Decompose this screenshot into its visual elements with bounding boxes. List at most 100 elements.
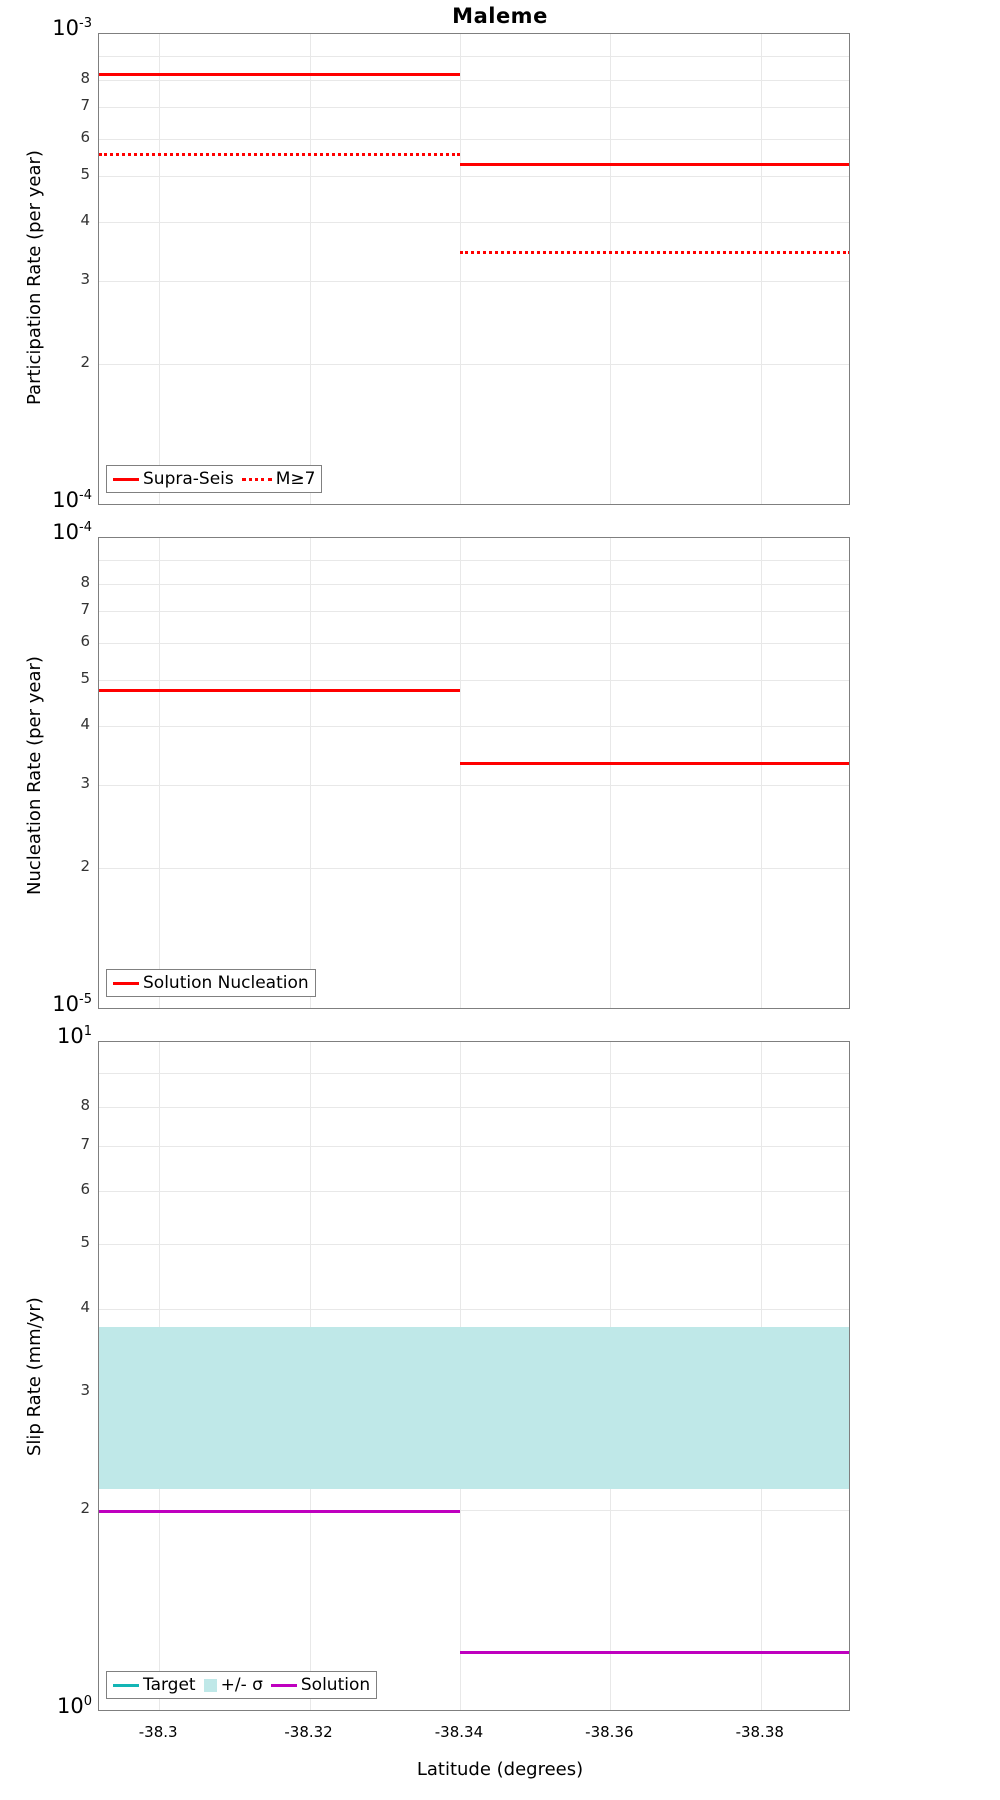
legend-swatch-dotted-red <box>241 477 272 481</box>
gridline-horizontal <box>99 784 849 786</box>
x-axis-tick-label: -38.34 <box>434 1723 484 1741</box>
legend-swatch-solid-red <box>113 981 139 985</box>
gridline-horizontal <box>99 1072 849 1074</box>
data-series-segment <box>99 1510 460 1514</box>
y-axis-label: Nucleation Rate (per year) <box>24 656 45 896</box>
y-axis-tick-label: 7 <box>80 1134 90 1153</box>
legend-item-supra-seis[interactable]: Supra-Seis <box>113 469 234 489</box>
gridline-vertical <box>760 538 762 1008</box>
y-axis-tick-label: 6 <box>80 127 90 146</box>
gridline-horizontal <box>99 363 849 365</box>
y-axis-tick-label: 7 <box>80 96 90 115</box>
uncertainty-band <box>99 1327 849 1490</box>
gridline-horizontal <box>99 138 849 140</box>
y-axis-tick-label: 6 <box>80 1179 90 1198</box>
gridline-vertical <box>309 34 311 504</box>
gridline-horizontal <box>99 1145 849 1147</box>
y-axis-tick-label: 4 <box>80 1297 90 1316</box>
x-axis-label: Latitude (degrees) <box>416 1759 584 1780</box>
legend-label-solution-nucleation: Solution Nucleation <box>143 973 309 993</box>
data-series-segment <box>459 250 849 254</box>
legend-slip-rate[interactable]: Target +/- σ Solution <box>106 1671 378 1699</box>
legend-participation-rate[interactable]: Supra-Seis M≥7 <box>106 465 323 493</box>
legend-label-target: Target <box>143 1675 196 1695</box>
legend-item-m7[interactable]: M≥7 <box>241 469 316 489</box>
legend-label-m7: M≥7 <box>275 469 316 489</box>
y-axis-tick-label: 6 <box>80 631 90 650</box>
y-axis-min-label: 10-5 <box>52 992 92 1016</box>
y-axis-min-label: 10-4 <box>52 488 92 512</box>
page-title: Maleme <box>452 4 548 28</box>
gridline-horizontal <box>99 176 849 178</box>
data-series-segment <box>99 73 460 77</box>
gridline-horizontal <box>99 725 849 727</box>
legend-item-target[interactable]: Target <box>113 1675 196 1695</box>
gridline-horizontal <box>99 1106 849 1108</box>
y-axis-tick-label: 5 <box>80 165 90 184</box>
y-axis-max-label: 10-4 <box>52 520 92 544</box>
data-series-segment <box>99 153 460 157</box>
y-axis-tick-label: 5 <box>80 669 90 688</box>
gridline-horizontal <box>99 107 849 109</box>
data-series-segment <box>99 689 460 692</box>
gridline-horizontal <box>99 559 849 561</box>
gridline-horizontal <box>99 583 849 585</box>
plot-panel-slip-rate[interactable] <box>98 1041 850 1711</box>
y-axis-tick-label: 5 <box>80 1232 90 1251</box>
y-axis-tick-label: 3 <box>80 1381 90 1400</box>
gridline-horizontal <box>99 642 849 644</box>
legend-label-solution: Solution <box>300 1675 371 1695</box>
gridline-horizontal <box>99 55 849 57</box>
y-axis-tick-label: 8 <box>80 1095 90 1114</box>
y-axis-tick-label: 4 <box>80 714 90 733</box>
gridline-horizontal <box>99 1190 849 1192</box>
x-axis-tick-label: -38.32 <box>284 1723 333 1741</box>
y-axis-min-label: 100 <box>56 1694 92 1718</box>
gridline-vertical <box>159 34 161 504</box>
gridline-horizontal <box>99 280 849 282</box>
gridline-vertical <box>760 34 762 504</box>
plot-panel-nucleation-rate[interactable] <box>98 537 850 1009</box>
legend-nucleation-rate[interactable]: Solution Nucleation <box>106 969 316 997</box>
y-axis-tick-label: 4 <box>80 210 90 229</box>
y-axis-label: Participation Rate (per year) <box>24 150 45 406</box>
gridline-vertical <box>309 538 311 1008</box>
y-axis-tick-label: 3 <box>80 773 90 792</box>
gridline-vertical <box>610 34 612 504</box>
data-series-segment <box>459 162 849 166</box>
y-axis-tick-label: 7 <box>80 600 90 619</box>
gridline-horizontal <box>99 1308 849 1310</box>
gridline-horizontal <box>99 680 849 682</box>
legend-item-sigma[interactable]: +/- σ <box>203 1675 263 1695</box>
gridline-horizontal <box>99 79 849 81</box>
gridline-vertical <box>610 538 612 1008</box>
legend-item-solution[interactable]: Solution <box>270 1675 371 1695</box>
y-axis-tick-label: 8 <box>80 68 90 87</box>
x-axis-tick-label: -38.36 <box>585 1723 634 1741</box>
y-axis-tick-label: 3 <box>80 269 90 288</box>
y-axis-tick-label: 2 <box>80 856 90 875</box>
legend-swatch-solid-teal <box>113 1683 139 1687</box>
y-axis-max-label: 10-3 <box>52 16 92 40</box>
legend-item-solution-nucleation[interactable]: Solution Nucleation <box>113 973 309 993</box>
legend-label-supra-seis: Supra-Seis <box>143 469 234 489</box>
gridline-horizontal <box>99 1510 849 1512</box>
y-axis-max-label: 101 <box>56 1024 92 1048</box>
legend-swatch-solid-red <box>113 477 139 481</box>
y-axis-tick-label: 8 <box>80 572 90 591</box>
gridline-horizontal <box>99 221 849 223</box>
gridline-vertical <box>459 538 461 1008</box>
gridline-horizontal <box>99 611 849 613</box>
gridline-horizontal <box>99 867 849 869</box>
y-axis-label: Slip Rate (mm/yr) <box>24 1297 45 1456</box>
gridline-vertical <box>459 34 461 504</box>
gridline-horizontal <box>99 1243 849 1245</box>
plot-panel-participation-rate[interactable] <box>98 33 850 505</box>
data-series-segment <box>459 761 849 765</box>
gridline-vertical <box>159 538 161 1008</box>
legend-swatch-band <box>203 1678 217 1692</box>
legend-swatch-solid-magenta <box>270 1683 297 1687</box>
y-axis-tick-label: 2 <box>80 352 90 371</box>
legend-label-sigma: +/- σ <box>220 1675 263 1695</box>
